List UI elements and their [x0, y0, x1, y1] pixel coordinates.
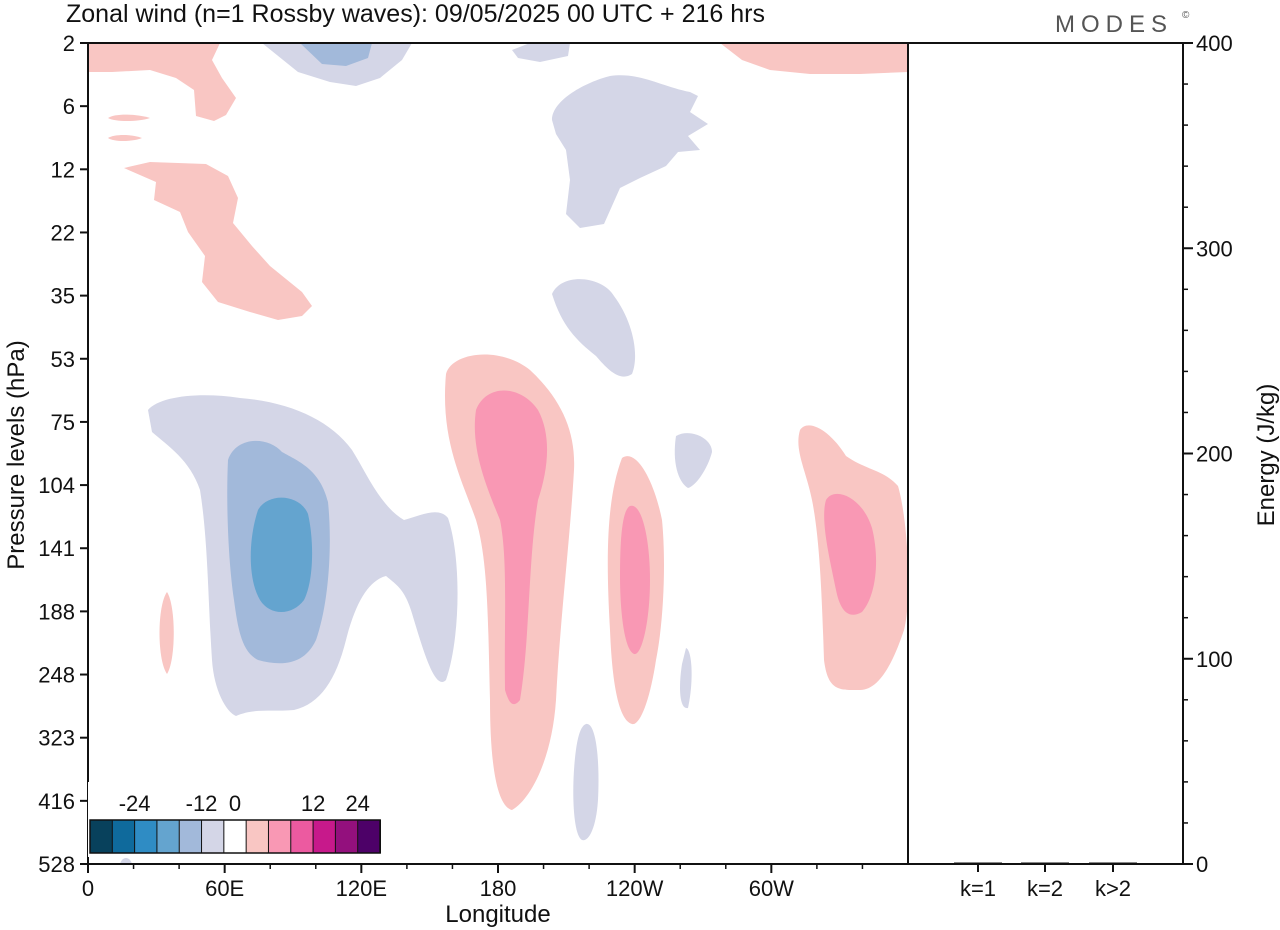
energy-tick-label: 0: [1196, 852, 1208, 877]
pressure-tick-label: 188: [38, 599, 75, 624]
energy-tick-label: 200: [1196, 442, 1233, 467]
colorbar-swatch: [357, 819, 382, 854]
energy-tick-label: 400: [1196, 31, 1233, 56]
pressure-tick-label: 75: [51, 410, 75, 435]
negative-contour-left-inner: [250, 497, 313, 612]
pressure-tick-label: 141: [38, 536, 75, 561]
energy-bar: [1021, 862, 1069, 864]
energy-axis-label: Energy (J/kg): [1253, 384, 1280, 527]
colorbar-swatch: [201, 819, 225, 854]
colorbar-swatch: [267, 819, 292, 854]
colorbar-swatch: [312, 819, 337, 854]
colorbar-swatch: [290, 819, 315, 854]
negative-contour-small-a: [674, 433, 712, 488]
negative-contour-upper-right: [552, 75, 708, 228]
positive-contour-top-left: [88, 43, 236, 121]
pressure-tick-label: 2: [63, 31, 75, 56]
negative-contour-small-b: [680, 648, 692, 709]
longitude-axis-label: Longitude: [445, 901, 550, 928]
colorbar-frame: [89, 819, 381, 854]
colorbar-label: -24: [119, 791, 151, 816]
longitude-tick-label: 60W: [749, 876, 794, 901]
energy-category-label: k>2: [1095, 876, 1131, 901]
positive-contour-left-sliver: [159, 592, 174, 674]
pressure-axis-label: Pressure levels (hPa): [3, 340, 30, 569]
positive-contour-small-1: [108, 114, 150, 121]
colorbar: -24 -12 0 12 24: [88, 782, 382, 857]
energy-tick-label: 300: [1196, 236, 1233, 261]
pressure-tick-label: 22: [51, 220, 75, 245]
chart-title: Zonal wind (n=1 Rossby waves): 09/05/202…: [66, 0, 765, 28]
colorbar-label: 12: [301, 791, 325, 816]
pressure-tick-label: 6: [63, 94, 75, 119]
longitude-tick-label: 180: [480, 876, 517, 901]
longitude-tick-label: 120E: [336, 876, 387, 901]
pressure-tick-label: 416: [38, 789, 75, 814]
energy-bar: [1089, 862, 1137, 864]
positive-contour-180-core: [474, 390, 548, 705]
pressure-tick-label: 53: [51, 347, 75, 372]
contour-plot-area: [87, 42, 909, 865]
modes-logo-mark: ©: [1182, 10, 1190, 21]
colorbar-swatch: [111, 819, 136, 854]
colorbar-swatch: [89, 819, 114, 854]
positive-contour-small-2: [108, 135, 142, 141]
energy-bar: [954, 862, 1002, 864]
colorbar-label: 24: [345, 791, 369, 816]
longitude-tick-label: 0: [82, 876, 94, 901]
modes-logo: MODES: [1055, 11, 1173, 38]
positive-contour-70w-core: [824, 493, 877, 615]
longitude-tick-label: 120W: [606, 876, 664, 901]
pressure-tick-label: 35: [51, 284, 75, 309]
colorbar-swatch: [156, 819, 181, 854]
positive-contour-120w-core: [620, 505, 650, 655]
longitude-axis: 0 60E 120E 180 120W 60W: [82, 864, 864, 901]
energy-category-label: k=1: [960, 876, 996, 901]
colorbar-swatch: [245, 819, 270, 854]
colorbar-swatch: [178, 819, 203, 854]
energy-axis: 0 100 200 300 400: [1183, 31, 1233, 877]
pressure-tick-label: 248: [38, 663, 75, 688]
contour-fills: [88, 43, 908, 864]
negative-contour-low: [573, 723, 599, 841]
pressure-axis: 2 6 12 22 35 53 75 104 141 188 248 323 416 528: [38, 31, 88, 877]
colorbar-label: 0: [229, 791, 241, 816]
pressure-tick-label: 12: [51, 157, 75, 182]
energy-panel-frame: [907, 42, 1184, 865]
energy-bars: k=1 k=2 k>2: [954, 862, 1137, 901]
negative-contour-top-center: [512, 43, 570, 62]
positive-contour-upper-tongue: [124, 162, 312, 320]
energy-tick-label: 100: [1196, 647, 1233, 672]
energy-panel: [907, 42, 1184, 865]
pressure-tick-label: 323: [38, 726, 75, 751]
negative-contour-mid-upper: [552, 279, 636, 377]
energy-category-label: k=2: [1027, 876, 1063, 901]
colorbar-label: -12: [186, 791, 218, 816]
positive-contour-top-right: [720, 43, 908, 74]
negative-contour-corner: [120, 858, 132, 864]
colorbar-swatch: [334, 819, 359, 854]
longitude-tick-label: 60E: [205, 876, 244, 901]
colorbar-swatch: [134, 819, 158, 854]
colorbar-swatch: [223, 819, 248, 854]
pressure-tick-label: 104: [38, 473, 75, 498]
negative-contour-top-core: [300, 43, 372, 66]
pressure-tick-label: 528: [38, 852, 75, 877]
